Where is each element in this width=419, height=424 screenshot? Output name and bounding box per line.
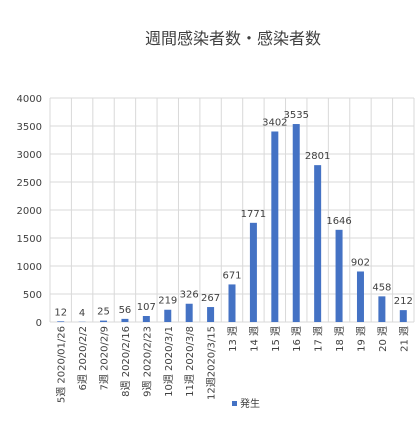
x-tick-label: 20 週 bbox=[377, 326, 389, 352]
legend-swatch bbox=[232, 401, 237, 406]
data-label: 212 bbox=[394, 296, 413, 307]
x-axis-ticks: 5週 2020/01/26 6週 2020/2/2 7週 2020/2/9 8週 20… bbox=[56, 326, 411, 403]
bar bbox=[186, 304, 193, 322]
bar bbox=[336, 230, 343, 322]
data-label: 671 bbox=[222, 270, 241, 281]
data-label: 56 bbox=[119, 305, 132, 316]
x-tick-label: 17 週 bbox=[313, 326, 325, 352]
x-tick-label: 10週 2020/3/1 bbox=[163, 326, 175, 397]
y-tick-label: 1000 bbox=[17, 262, 42, 273]
y-tick-label: 500 bbox=[23, 290, 42, 301]
data-label: 1771 bbox=[241, 209, 266, 220]
bar bbox=[250, 223, 257, 322]
legend-label: 発生 bbox=[240, 397, 260, 410]
bar bbox=[400, 310, 407, 322]
x-tick-label: 15 週 bbox=[270, 326, 282, 352]
x-tick-label: 9週 2020/2/23 bbox=[141, 326, 153, 397]
x-tick-label: 7週 2020/2/9 bbox=[99, 326, 111, 390]
y-tick-label: 4000 bbox=[17, 94, 42, 105]
x-tick-label: 8週 2020/2/16 bbox=[120, 326, 132, 397]
x-tick-label: 19 週 bbox=[355, 326, 367, 352]
data-label: 4 bbox=[79, 308, 85, 319]
data-label: 267 bbox=[201, 293, 220, 304]
x-tick-label: 16 週 bbox=[291, 326, 303, 352]
y-axis-ticks: 0 500 1000 1500 2000 2500 3000 3500 4000 bbox=[17, 94, 42, 329]
data-label: 326 bbox=[180, 290, 199, 301]
data-label: 25 bbox=[97, 307, 110, 318]
data-label: 458 bbox=[372, 282, 391, 293]
bar bbox=[293, 124, 300, 322]
data-label: 902 bbox=[351, 257, 370, 268]
y-tick-label: 2500 bbox=[17, 178, 42, 189]
y-tick-label: 3000 bbox=[17, 150, 42, 161]
bar bbox=[378, 296, 385, 322]
data-label: 2801 bbox=[305, 151, 330, 162]
x-tick-label: 12週2020/3/15 bbox=[206, 326, 218, 400]
y-tick-label: 1500 bbox=[17, 234, 42, 245]
bar bbox=[314, 165, 321, 322]
bar bbox=[57, 321, 64, 322]
data-label: 219 bbox=[158, 296, 177, 307]
x-tick-label: 5週 2020/01/26 bbox=[56, 326, 68, 403]
x-tick-label: 13 週 bbox=[227, 326, 239, 352]
x-tick-label: 14 週 bbox=[248, 326, 260, 352]
x-tick-label: 21 週 bbox=[398, 326, 410, 352]
bar bbox=[121, 319, 128, 322]
bar bbox=[100, 321, 107, 322]
y-tick-label: 0 bbox=[36, 318, 42, 329]
y-tick-label: 2000 bbox=[17, 206, 42, 217]
bar bbox=[164, 310, 171, 322]
bar bbox=[207, 307, 214, 322]
bar bbox=[357, 271, 364, 322]
bar bbox=[271, 131, 278, 322]
y-tick-label: 3500 bbox=[17, 122, 42, 133]
x-tick-label: 6週 2020/2/2 bbox=[77, 326, 89, 390]
x-tick-label: 18 週 bbox=[334, 326, 346, 352]
data-label: 1646 bbox=[326, 216, 351, 227]
data-label: 12 bbox=[54, 307, 67, 318]
chart-title: 週間感染者数・感染者数 bbox=[145, 29, 321, 48]
x-tick-label: 11週 2020/3/8 bbox=[184, 326, 196, 397]
bar bbox=[229, 284, 236, 322]
legend: 発生 bbox=[232, 397, 260, 410]
data-label: 3535 bbox=[284, 110, 309, 121]
bar bbox=[143, 316, 150, 322]
data-label: 107 bbox=[137, 302, 156, 313]
